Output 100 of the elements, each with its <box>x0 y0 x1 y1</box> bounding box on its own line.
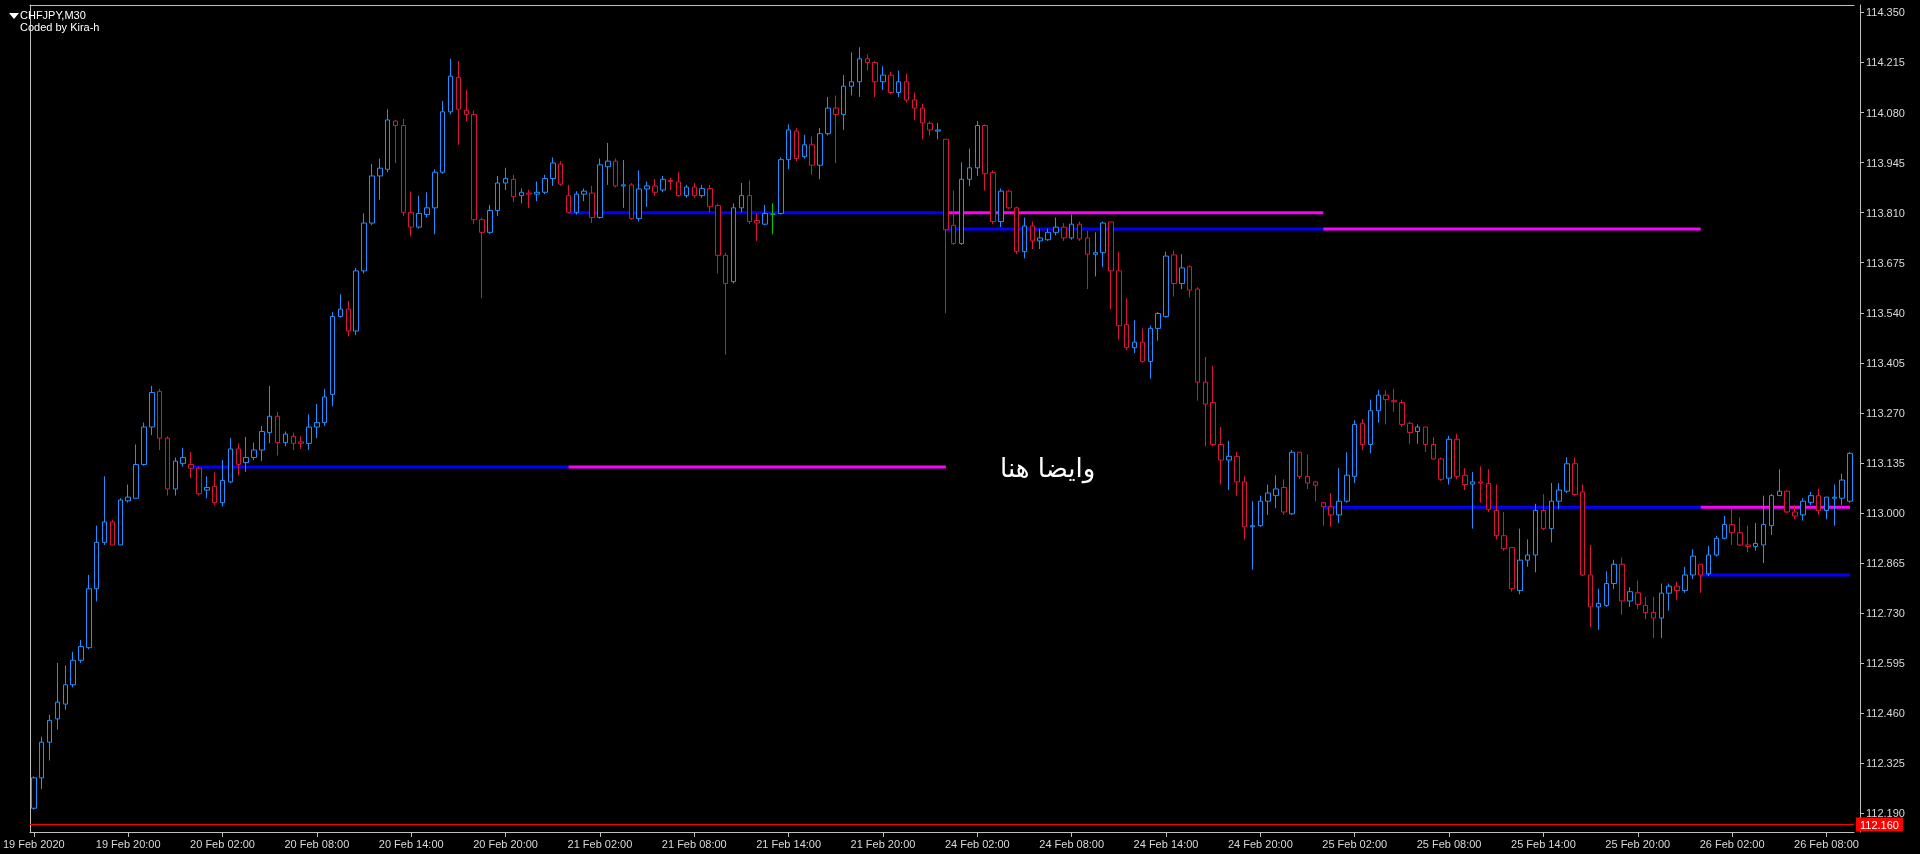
candlestick <box>1242 475 1247 540</box>
candlestick <box>1140 327 1145 363</box>
candlestick <box>1501 511 1507 552</box>
candlestick <box>495 175 500 217</box>
candlestick <box>1006 189 1012 210</box>
candlestick <box>1360 418 1365 451</box>
candlestick <box>275 411 280 457</box>
x-tick-label: 20 Feb 08:00 <box>284 837 350 850</box>
candlestick <box>78 639 84 664</box>
candlestick <box>1061 222 1067 242</box>
candlestick <box>361 212 367 274</box>
candlestick <box>1100 221 1106 268</box>
candlestick <box>1155 311 1161 342</box>
candlestick <box>1454 433 1460 480</box>
candlestick <box>118 497 123 546</box>
candlestick <box>1706 545 1711 577</box>
y-tick-label: 114.215 <box>1866 56 1905 69</box>
candlestick <box>739 182 744 213</box>
candlestick <box>1368 399 1373 454</box>
candlestick <box>353 267 359 336</box>
candlestick <box>550 156 556 187</box>
candlestick <box>157 388 162 451</box>
candlestick <box>1777 468 1782 497</box>
candlestick <box>1407 420 1413 445</box>
candlestick <box>125 484 131 504</box>
candlestick <box>322 388 327 427</box>
candlestick <box>1132 319 1137 354</box>
y-tick-label: 113.945 <box>1866 156 1905 169</box>
candlestick <box>927 120 933 137</box>
candlestick <box>133 443 139 499</box>
candlestick <box>1195 286 1200 402</box>
candlestick <box>1045 228 1051 242</box>
y-tick-label: 113.135 <box>1866 457 1905 469</box>
candlestick <box>526 189 532 209</box>
candlestick <box>747 179 752 225</box>
candlestick <box>432 168 438 235</box>
candlestick <box>1258 495 1263 528</box>
candlestick <box>809 136 815 176</box>
candlestick <box>1580 484 1585 577</box>
candlestick <box>408 191 414 237</box>
candlestick <box>424 191 430 218</box>
candlestick <box>1336 467 1342 524</box>
candlestick <box>1399 399 1405 428</box>
candlestick <box>770 202 776 235</box>
candlestick <box>1383 389 1389 425</box>
candlestick <box>1611 559 1617 590</box>
candlestick <box>39 736 44 790</box>
y-tick-label: 113.810 <box>1866 206 1905 219</box>
candlestick <box>857 46 862 98</box>
x-tick-label: 24 Feb 02:00 <box>944 837 1010 850</box>
candlestick <box>644 181 650 208</box>
candlestick <box>464 89 469 122</box>
x-tick-label: 24 Feb 14:00 <box>1133 837 1199 850</box>
candlestick <box>1769 493 1774 536</box>
candlestick <box>1376 389 1381 424</box>
candlestick <box>1635 580 1641 610</box>
candlestick <box>699 184 705 199</box>
x-tick-label: 20 Feb 14:00 <box>378 837 444 850</box>
candlestick <box>872 60 878 98</box>
candlestick <box>173 456 178 497</box>
x-tick-label: 25 Feb 08:00 <box>1416 837 1482 850</box>
candlestick <box>448 58 453 115</box>
candlestick <box>212 471 217 506</box>
candlestick <box>1651 596 1656 639</box>
candlestick <box>1281 478 1287 516</box>
candlestick <box>731 202 736 285</box>
candlestick <box>865 53 870 72</box>
candlestick <box>70 651 76 688</box>
candlestick <box>416 195 422 230</box>
candlestick <box>613 158 618 188</box>
candlestick <box>102 475 107 546</box>
candlestick <box>754 212 760 242</box>
candlestick <box>982 123 988 191</box>
candlestick <box>63 664 68 711</box>
candlestick <box>487 204 493 235</box>
candlestick <box>1541 493 1546 531</box>
candlestick <box>479 217 485 299</box>
candlestick <box>1737 517 1743 547</box>
candlestick <box>1289 449 1295 516</box>
candlestick <box>723 252 728 356</box>
candlestick <box>1297 451 1302 480</box>
x-tick-label: 24 Feb 08:00 <box>1039 837 1105 850</box>
candlestick <box>31 775 37 811</box>
candlestick <box>236 442 241 476</box>
candlestick <box>94 525 99 602</box>
candlestick <box>1596 588 1601 631</box>
candlestick <box>1187 264 1192 298</box>
candlestick <box>660 175 666 193</box>
y-tick-label: 113.405 <box>1866 356 1905 369</box>
y-tick-label: 112.460 <box>1866 707 1905 720</box>
candlestick <box>1816 488 1821 516</box>
candlestick <box>55 662 60 731</box>
candlestick <box>1179 253 1185 290</box>
candlestick <box>47 714 52 761</box>
candlestick <box>1344 451 1350 504</box>
candlestick <box>1423 426 1428 453</box>
candlestick <box>1517 528 1523 595</box>
candlestick <box>440 100 445 175</box>
candlestick <box>912 92 917 121</box>
candlestick <box>86 574 92 650</box>
